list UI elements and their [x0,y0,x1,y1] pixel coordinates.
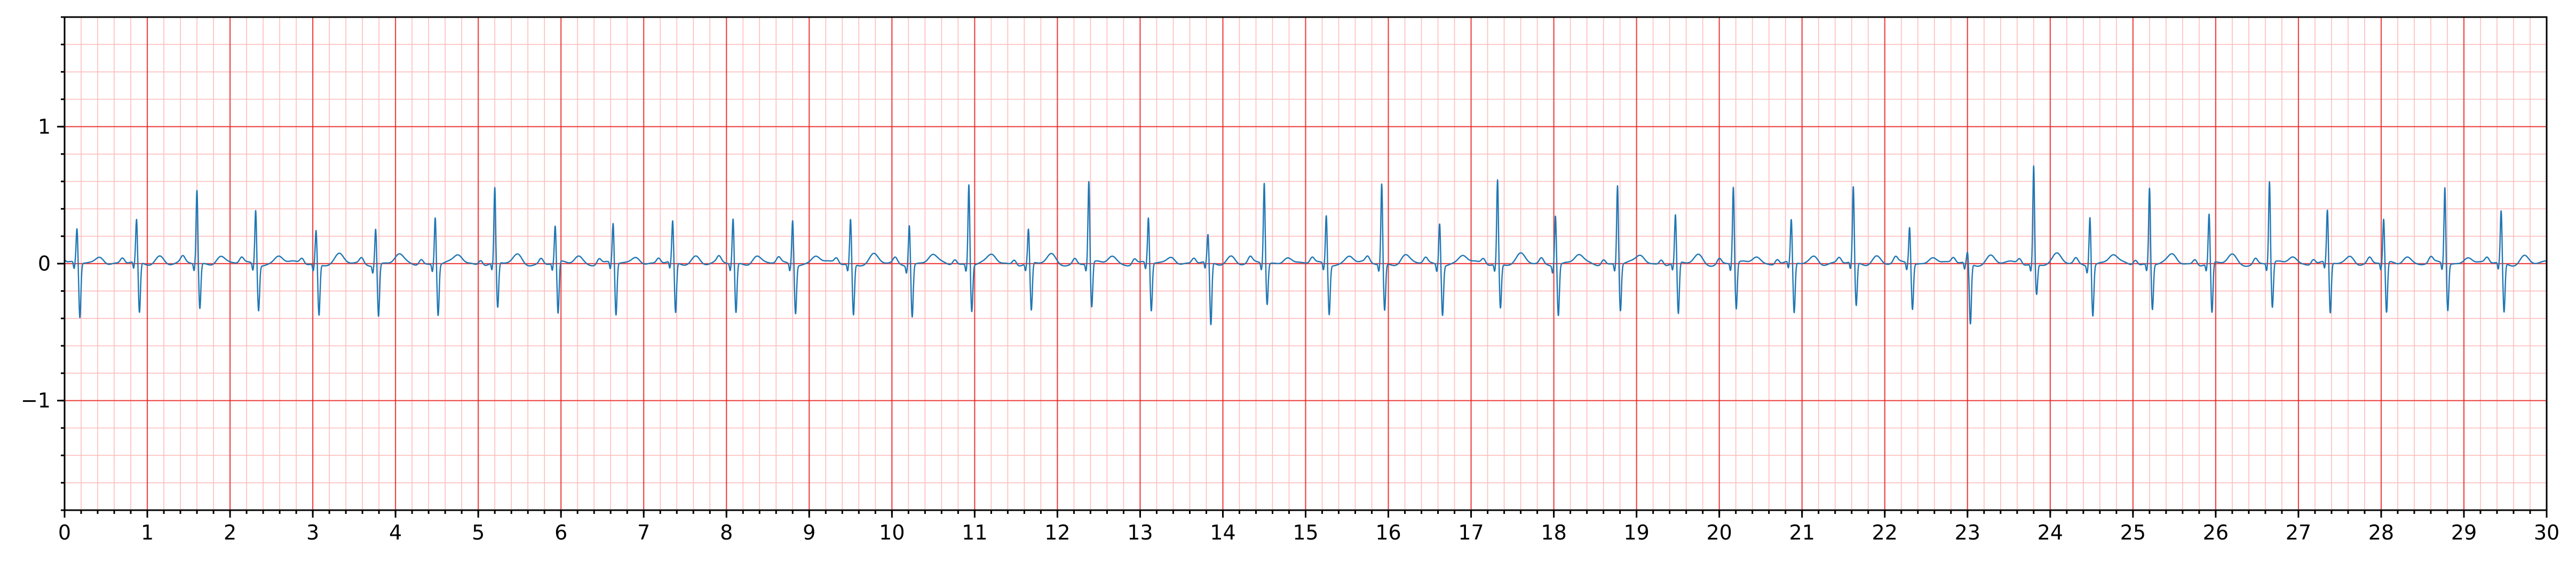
x-tick-label: 17 [1458,521,1484,544]
x-tick-label: 8 [720,521,733,544]
x-tick-label: 21 [1789,521,1815,544]
x-tick-label: 29 [2451,521,2477,544]
x-tick-label: 30 [2534,521,2559,544]
x-tick-label: 4 [389,521,402,544]
y-tick-label: 0 [38,252,51,275]
ecg-trace-line [64,165,2547,326]
x-tick-label: 11 [962,521,987,544]
x-tick-label: 15 [1293,521,1318,544]
x-tick-label: 3 [306,521,319,544]
y-tick-label: −1 [21,389,51,413]
x-tick-label: 27 [2286,521,2311,544]
x-tick-label: 5 [472,521,485,544]
x-tick-label: 24 [2038,521,2063,544]
x-axis: 0 1 2 3 4 5 6 7 8 9 10 11 12 13 14 15 16 17 18 19 20 21 22 23 24… [58,510,2559,544]
y-axis: −1 0 1 [21,16,65,511]
x-tick-label: 26 [2203,521,2229,544]
x-tick-label: 10 [879,521,905,544]
x-tick-label: 20 [1706,521,1732,544]
x-tick-label: 2 [224,521,236,544]
x-tick-label: 9 [803,521,815,544]
y-tick-label: 1 [38,115,51,138]
x-tick-label: 25 [2120,521,2146,544]
x-tick-label: 0 [58,521,71,544]
x-tick-label: 23 [1955,521,1980,544]
x-tick-label: 19 [1623,521,1649,544]
x-tick-label: 1 [141,521,154,544]
x-tick-label: 28 [2368,521,2394,544]
x-tick-label: 18 [1541,521,1566,544]
x-tick-label: 12 [1044,521,1070,544]
x-tick-label: 16 [1375,521,1401,544]
x-tick-label: 7 [637,521,650,544]
x-tick-label: 22 [1872,521,1898,544]
x-tick-label: 14 [1210,521,1235,544]
x-tick-label: 6 [554,521,567,544]
x-tick-label: 13 [1127,521,1153,544]
